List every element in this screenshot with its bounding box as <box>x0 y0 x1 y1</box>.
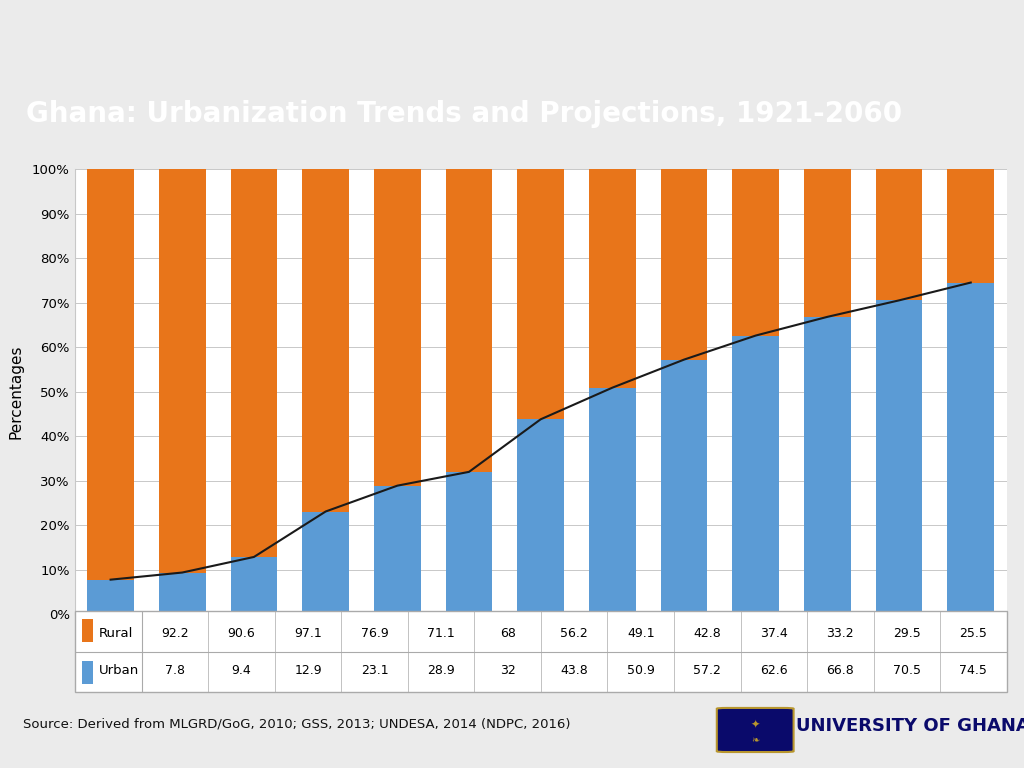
Text: 74.5: 74.5 <box>959 664 987 677</box>
Text: 23.1: 23.1 <box>360 664 388 677</box>
Bar <box>302 511 349 614</box>
Text: 33.2: 33.2 <box>826 627 854 640</box>
Text: 68: 68 <box>500 627 516 640</box>
Bar <box>804 317 851 614</box>
Bar <box>660 359 708 614</box>
Bar <box>374 485 421 614</box>
Text: 7.8: 7.8 <box>165 664 185 677</box>
Bar <box>589 169 636 388</box>
Bar <box>230 557 278 614</box>
Text: 9.4: 9.4 <box>231 664 252 677</box>
Text: 56.2: 56.2 <box>560 627 588 640</box>
Bar <box>589 388 636 614</box>
Bar <box>732 169 779 336</box>
Text: 97.1: 97.1 <box>294 627 322 640</box>
Text: 28.9: 28.9 <box>427 664 455 677</box>
Bar <box>87 580 134 614</box>
Text: 90.6: 90.6 <box>227 627 256 640</box>
Bar <box>82 619 93 642</box>
Text: 70.5: 70.5 <box>893 664 921 677</box>
Text: 25.5: 25.5 <box>959 627 987 640</box>
Text: Ghana: Urbanization Trends and Projections, 1921-2060: Ghana: Urbanization Trends and Projectio… <box>26 101 902 128</box>
Text: 42.8: 42.8 <box>693 627 721 640</box>
Bar <box>159 169 206 572</box>
Y-axis label: Percentages: Percentages <box>8 344 24 439</box>
Text: 92.2: 92.2 <box>162 627 188 640</box>
Text: ❧: ❧ <box>752 736 759 746</box>
Text: Urban: Urban <box>99 664 139 677</box>
Text: 32: 32 <box>500 664 515 677</box>
Text: 66.8: 66.8 <box>826 664 854 677</box>
Bar <box>876 169 923 300</box>
Text: 12.9: 12.9 <box>294 664 322 677</box>
Text: 71.1: 71.1 <box>427 627 455 640</box>
Text: 49.1: 49.1 <box>627 627 654 640</box>
Text: ✦: ✦ <box>751 720 760 730</box>
Text: 29.5: 29.5 <box>893 627 921 640</box>
Bar <box>660 169 708 359</box>
Bar <box>82 661 93 684</box>
Bar <box>876 300 923 614</box>
Text: 62.6: 62.6 <box>760 664 787 677</box>
Text: 37.4: 37.4 <box>760 627 787 640</box>
Bar <box>517 169 564 419</box>
Bar <box>445 169 493 472</box>
Bar <box>374 169 421 485</box>
Text: Rural: Rural <box>99 627 133 640</box>
Bar <box>445 472 493 614</box>
Bar <box>230 124 278 557</box>
Text: 57.2: 57.2 <box>693 664 721 677</box>
Bar <box>517 419 564 614</box>
Text: 50.9: 50.9 <box>627 664 654 677</box>
Bar <box>159 572 206 614</box>
Bar <box>947 169 994 283</box>
Bar <box>947 283 994 614</box>
Bar <box>302 169 349 511</box>
Bar <box>732 336 779 614</box>
Bar <box>87 169 134 580</box>
Text: 43.8: 43.8 <box>560 664 588 677</box>
Text: Source: Derived from MLGRD/GoG, 2010; GSS, 2013; UNDESA, 2014 (NDPC, 2016): Source: Derived from MLGRD/GoG, 2010; GS… <box>23 717 570 730</box>
FancyBboxPatch shape <box>717 708 794 752</box>
Text: 76.9: 76.9 <box>360 627 388 640</box>
Text: UNIVERSITY OF GHANA: UNIVERSITY OF GHANA <box>796 717 1024 735</box>
Bar <box>804 169 851 317</box>
